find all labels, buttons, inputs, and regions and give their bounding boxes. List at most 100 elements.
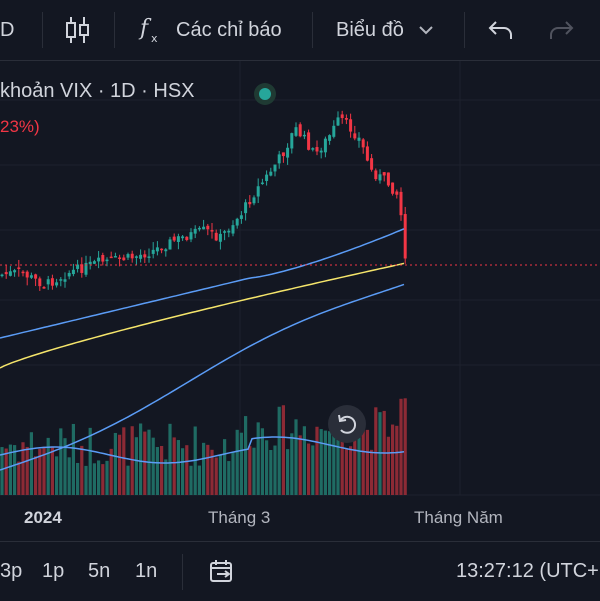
toolbar-divider	[42, 12, 43, 48]
candle-body	[311, 148, 315, 150]
candle-body	[63, 279, 67, 282]
candle-body	[29, 275, 33, 278]
volume-bar	[353, 436, 357, 495]
volume-bar	[50, 447, 54, 495]
candle-body	[307, 132, 311, 150]
x-axis-label-may: Tháng Năm	[414, 508, 503, 527]
candle-body	[155, 247, 159, 252]
volume-bar	[155, 447, 159, 495]
undo-icon	[488, 21, 512, 39]
candle-body	[357, 137, 361, 141]
candle-body	[349, 119, 353, 132]
candle-body	[0, 274, 4, 277]
indicators-button[interactable]: f x Các chỉ báo	[138, 0, 282, 60]
candle-body	[151, 249, 155, 254]
redo-button[interactable]	[548, 0, 574, 60]
candle-body	[84, 262, 88, 275]
toolbar-divider	[114, 12, 115, 48]
interval-label: D	[0, 18, 15, 41]
volume-bar	[277, 406, 281, 495]
candle-body	[336, 117, 340, 126]
volume-bar	[294, 419, 298, 495]
volume-bar	[71, 423, 75, 495]
date-range-button[interactable]	[208, 542, 236, 601]
volume-bar	[374, 407, 378, 495]
symbol-legend-title[interactable]: khoản VIX · 1D · HSX	[0, 80, 195, 102]
volume-bar	[307, 443, 311, 495]
volume-bar	[370, 449, 374, 495]
candle-body	[181, 236, 185, 239]
volume-bar	[340, 435, 344, 495]
volume-bar	[80, 445, 84, 495]
candle-body	[71, 269, 75, 275]
undo-button[interactable]	[488, 0, 514, 60]
volume-bar	[281, 405, 285, 495]
candle-body	[97, 257, 101, 262]
candle-body	[231, 225, 235, 234]
volume-bar	[13, 445, 17, 495]
candle-body	[76, 264, 80, 269]
volume-bar	[176, 440, 180, 495]
candle-body	[315, 147, 319, 152]
candle-body	[399, 191, 403, 216]
candle-body	[67, 272, 71, 277]
range-3p-button[interactable]: 3p	[0, 542, 22, 601]
calendar-range-icon	[210, 559, 232, 582]
volume-bar	[143, 431, 147, 495]
volume-bar	[286, 449, 290, 495]
candle-body	[378, 174, 382, 181]
market-status-indicator[interactable]	[254, 83, 276, 105]
volume-bar	[42, 446, 46, 495]
volume-bar	[29, 432, 33, 495]
candle-body	[235, 218, 239, 226]
volume-bar	[227, 461, 231, 495]
candle-body	[319, 150, 323, 153]
interval-button[interactable]: D	[0, 0, 14, 60]
reset-chart-button[interactable]	[328, 405, 366, 443]
volume-bar	[357, 431, 361, 495]
candle-body	[269, 171, 273, 176]
volume-bar	[164, 459, 168, 495]
volume-bar	[365, 429, 369, 495]
candle-body	[113, 256, 117, 258]
volume-bar	[63, 438, 67, 495]
candle-body	[223, 231, 227, 233]
volume-bar	[151, 437, 155, 495]
candle-body	[55, 282, 59, 286]
candle-type-button[interactable]	[64, 0, 92, 60]
candle-body	[59, 279, 63, 281]
clock-label: 13:27:12 (UTC+	[456, 560, 599, 582]
range-5n-button[interactable]: 5n	[88, 542, 110, 601]
candle-body	[290, 133, 294, 149]
candle-body	[101, 254, 105, 262]
volume-bar	[244, 416, 248, 495]
candle-body	[382, 172, 386, 176]
volume-average-line	[0, 436, 405, 464]
candle-body	[344, 118, 348, 120]
range-1p-button[interactable]: 1p	[42, 542, 64, 601]
volume-bar	[4, 448, 8, 495]
chart-type-dropdown[interactable]: Biểu đồ	[336, 0, 434, 60]
volume-bar	[0, 447, 4, 495]
price-chart[interactable]	[0, 61, 600, 541]
candle-body	[189, 232, 193, 240]
bottom-toolbar: 3p 1p 5n 1n 13:27:12 (UTC+	[0, 541, 600, 601]
chevron-down-icon	[419, 26, 433, 35]
candle-body	[17, 267, 21, 269]
clock-timezone-button[interactable]: 13:27:12 (UTC+	[456, 542, 599, 601]
toolbar-divider	[312, 12, 313, 48]
range-1n-label: 1n	[135, 560, 158, 582]
candle-body	[403, 214, 407, 259]
range-1n-button[interactable]: 1n	[135, 542, 157, 601]
candle-body	[197, 227, 201, 230]
indicators-label: Các chỉ báo	[176, 18, 282, 41]
candle-body	[4, 272, 8, 275]
volume-bar	[34, 456, 38, 495]
candle-body	[50, 278, 54, 286]
volume-bar	[202, 442, 206, 495]
candle-body	[143, 254, 147, 258]
candle-body	[160, 248, 164, 251]
volume-bar	[21, 442, 25, 495]
volume-bar	[8, 444, 12, 495]
volume-bar	[298, 435, 302, 495]
